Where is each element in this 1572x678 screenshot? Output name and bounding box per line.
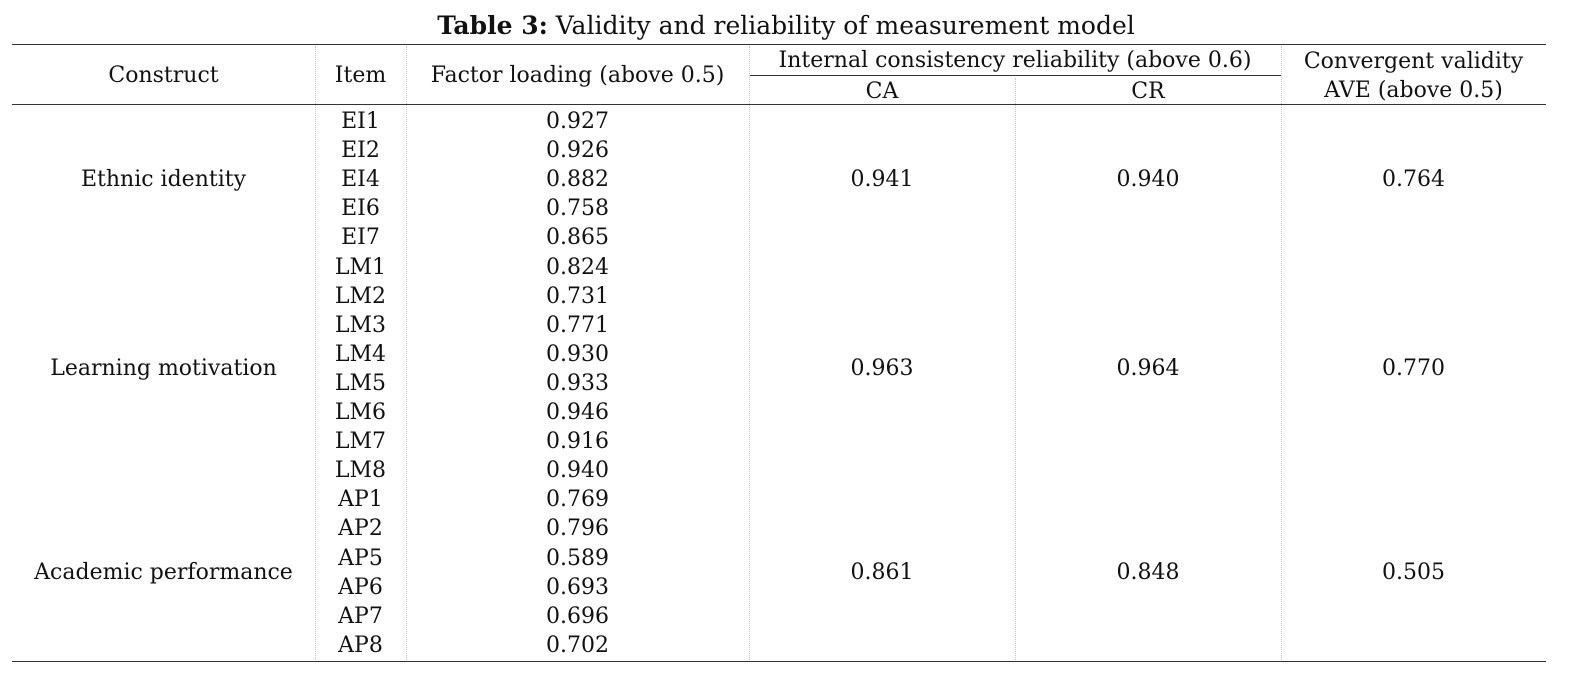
construct-cell: Academic performance	[34, 560, 293, 585]
item-cell: EI7	[341, 225, 380, 251]
factor-loading-cell: 0.930	[546, 341, 609, 367]
construct-cell: Learning motivation	[50, 356, 277, 382]
item-cell: EI2	[341, 138, 380, 164]
item-cell: LM7	[334, 429, 387, 455]
ave-cell: 0.764	[1382, 167, 1445, 193]
factor-loading-cell: 0.926	[546, 138, 609, 164]
item-cell: LM8	[334, 458, 387, 484]
item-cell: AP8	[338, 632, 383, 658]
col-separator	[315, 46, 316, 660]
item-cell: LM1	[334, 254, 387, 280]
item-cell: EI1	[341, 109, 380, 134]
cr-cell: 0.940	[1116, 167, 1180, 193]
factor-loading-cell: 0.693	[546, 574, 609, 600]
header-construct: Construct	[108, 63, 219, 88]
header-convergent-validity: Convergent validity	[1303, 49, 1524, 74]
factor-loading-cell: 0.758	[546, 196, 609, 222]
item-cell: AP2	[338, 516, 383, 542]
item-cell: EI6	[341, 196, 380, 222]
table-caption: Table 3: Validity and reliability of mea…	[0, 10, 1572, 42]
ca-cell: 0.963	[850, 356, 914, 382]
caption-text: Validity and reliability of measurement …	[555, 11, 1135, 40]
header-bottom-rule	[12, 104, 1546, 105]
item-cell: EI4	[341, 167, 380, 193]
item-cell: AP5	[338, 545, 383, 571]
item-cell: LM3	[334, 312, 387, 338]
factor-loading-cell: 0.696	[546, 603, 609, 629]
factor-loading-cell: 0.769	[546, 487, 609, 513]
factor-loading-cell: 0.589	[546, 545, 609, 571]
item-cell: AP1	[338, 487, 383, 513]
factor-loading-cell: 0.940	[546, 458, 609, 484]
caption-label: Table 3:	[437, 11, 548, 40]
cr-cell: 0.848	[1116, 560, 1180, 585]
ca-cell: 0.861	[850, 560, 914, 585]
top-rule	[12, 44, 1546, 45]
col-separator	[406, 46, 407, 660]
factor-loading-cell: 0.796	[546, 516, 609, 542]
factor-loading-cell: 0.731	[546, 283, 609, 309]
col-separator	[749, 46, 750, 660]
item-cell: AP6	[338, 574, 383, 600]
ave-cell: 0.505	[1382, 560, 1445, 585]
item-cell: LM6	[334, 400, 387, 425]
header-ave: AVE (above 0.5)	[1324, 78, 1503, 103]
construct-cell: Ethnic identity	[80, 167, 247, 193]
header-item: Item	[334, 63, 387, 88]
factor-loading-cell: 0.702	[546, 632, 609, 658]
item-cell: LM4	[334, 341, 387, 367]
item-cell: AP7	[338, 603, 383, 629]
factor-loading-cell: 0.916	[546, 429, 609, 455]
factor-loading-cell: 0.865	[546, 225, 609, 251]
ave-cell: 0.770	[1382, 356, 1445, 382]
factor-loading-cell: 0.946	[546, 400, 609, 425]
ca-cell: 0.941	[850, 167, 914, 193]
factor-loading-cell: 0.771	[546, 312, 609, 338]
factor-loading-cell: 0.933	[546, 370, 609, 396]
factor-loading-cell: 0.927	[546, 109, 609, 134]
header-ca: CA	[865, 79, 899, 104]
cr-cell: 0.964	[1116, 356, 1180, 382]
col-separator	[1281, 46, 1282, 660]
header-internal-consistency: Internal consistency reliability (above …	[778, 48, 1252, 73]
bottom-rule	[12, 661, 1546, 662]
header-factor-loading: Factor loading (above 0.5)	[430, 63, 725, 88]
header-cr: CR	[1131, 79, 1165, 104]
col-separator	[1015, 78, 1016, 660]
factor-loading-cell: 0.882	[546, 167, 609, 193]
subheader-rule	[749, 75, 1281, 76]
item-cell: LM5	[334, 370, 387, 396]
item-cell: LM2	[334, 283, 387, 309]
factor-loading-cell: 0.824	[546, 254, 609, 280]
